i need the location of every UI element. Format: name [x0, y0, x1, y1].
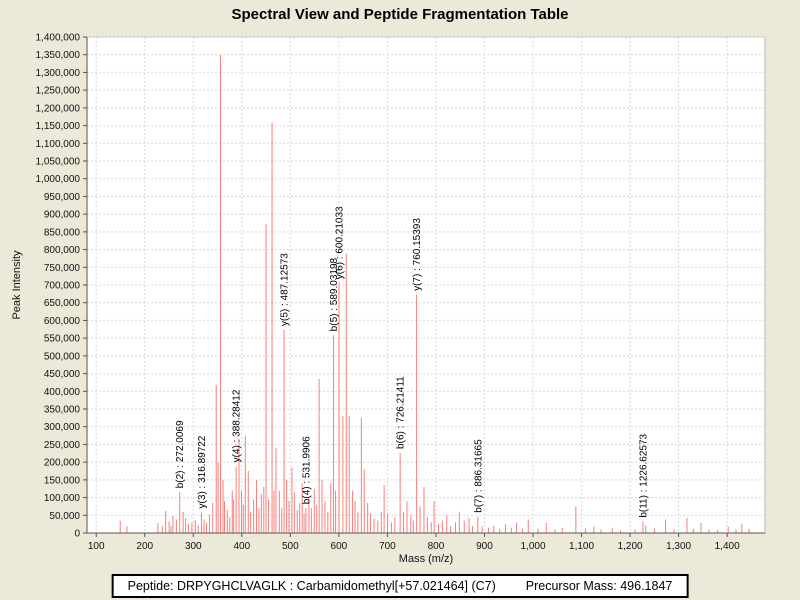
peak-label: y(4) : 388.28412: [232, 389, 243, 462]
x-tick-label: 100: [88, 541, 105, 552]
y-tick-label: 1,300,000: [36, 68, 81, 79]
y-tick-label: 1,250,000: [36, 86, 81, 97]
y-tick-label: 0: [74, 529, 80, 540]
y-tick-label: 1,350,000: [36, 50, 81, 61]
x-tick-label: 300: [185, 541, 202, 552]
x-tick-label: 1,200: [618, 541, 643, 552]
x-tick-label: 700: [379, 541, 396, 552]
y-tick-label: 850,000: [44, 227, 81, 238]
peptide-info-box: Peptide: DRPYGHCLVAGLK : Carbamidomethyl…: [111, 574, 689, 598]
y-tick-label: 1,100,000: [36, 139, 81, 150]
peak-label: b(5) : 589.03198: [329, 257, 340, 331]
x-tick-label: 900: [476, 541, 493, 552]
y-tick-label: 1,400,000: [36, 33, 81, 44]
x-tick-label: 1,100: [569, 541, 594, 552]
y-tick-label: 1,000,000: [36, 174, 81, 185]
peak-label: b(2) : 272.0069: [175, 420, 186, 488]
y-tick-label: 550,000: [44, 334, 81, 345]
x-tick-label: 1,300: [666, 541, 691, 552]
x-tick-label: 800: [428, 541, 445, 552]
y-tick-label: 1,200,000: [36, 103, 81, 114]
x-tick-label: 1,400: [715, 541, 740, 552]
y-tick-label: 350,000: [44, 405, 81, 416]
y-axis-title: Peak Intensity: [11, 250, 23, 320]
y-tick-label: 800,000: [44, 245, 81, 256]
peak-label: y(7) : 760.15393: [412, 218, 423, 291]
y-tick-label: 500,000: [44, 351, 81, 362]
x-tick-label: 400: [233, 541, 250, 552]
x-tick-label: 1,000: [520, 541, 545, 552]
x-axis-title: Mass (m/z): [399, 553, 453, 565]
y-tick-label: 400,000: [44, 387, 81, 398]
y-tick-label: 300,000: [44, 422, 81, 433]
y-tick-label: 950,000: [44, 192, 81, 203]
y-tick-label: 150,000: [44, 475, 81, 486]
y-tick-label: 250,000: [44, 440, 81, 451]
x-tick-label: 600: [331, 541, 348, 552]
peak-label: y(6) : 600.21033: [334, 206, 345, 279]
peak-label: b(7) : 886.31665: [473, 439, 484, 513]
chart-title: Spectral View and Peptide Fragmentation …: [231, 6, 569, 23]
peptide-sequence-text: Peptide: DRPYGHCLVAGLK : Carbamidomethyl…: [127, 579, 496, 593]
peak-label: b(11) : 1226.62573: [639, 433, 650, 517]
peak-label: b(4) : 531.9906: [301, 436, 312, 504]
y-tick-label: 1,150,000: [36, 121, 81, 132]
y-tick-label: 900,000: [44, 210, 81, 221]
y-tick-label: 50,000: [49, 511, 80, 522]
y-tick-label: 600,000: [44, 316, 81, 327]
y-tick-label: 750,000: [44, 263, 81, 274]
y-tick-label: 450,000: [44, 369, 81, 380]
y-tick-label: 700,000: [44, 281, 81, 292]
peak-label: b(6) : 726.21411: [396, 376, 407, 449]
precursor-mass-text: Precursor Mass: 496.1847: [525, 579, 673, 593]
y-tick-label: 100,000: [44, 493, 81, 504]
peak-label: y(3) : 316.89722: [197, 435, 208, 508]
y-tick-label: 650,000: [44, 298, 81, 309]
x-tick-label: 200: [136, 541, 153, 552]
y-tick-label: 200,000: [44, 458, 81, 469]
peak-label: y(5) : 487.12573: [280, 253, 291, 326]
x-tick-label: 500: [282, 541, 299, 552]
y-tick-label: 1,050,000: [36, 157, 81, 168]
